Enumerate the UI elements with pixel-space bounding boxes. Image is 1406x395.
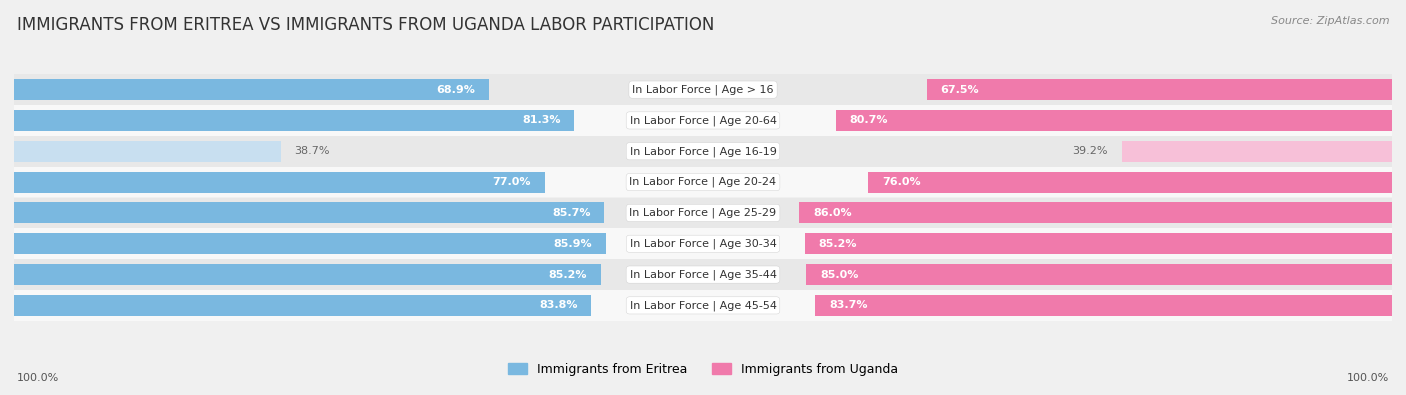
Text: Source: ZipAtlas.com: Source: ZipAtlas.com (1271, 16, 1389, 26)
Bar (14, 79, 489, 100)
Bar (14, 228, 1392, 259)
Text: IMMIGRANTS FROM ERITREA VS IMMIGRANTS FROM UGANDA LABOR PARTICIPATION: IMMIGRANTS FROM ERITREA VS IMMIGRANTS FR… (17, 16, 714, 34)
Text: 85.0%: 85.0% (820, 269, 859, 280)
Text: 83.7%: 83.7% (830, 301, 868, 310)
Text: 38.7%: 38.7% (294, 146, 330, 156)
Text: 85.2%: 85.2% (548, 269, 588, 280)
Bar (14, 171, 544, 193)
Text: 100.0%: 100.0% (1347, 373, 1389, 383)
Text: 85.7%: 85.7% (553, 208, 591, 218)
Text: 67.5%: 67.5% (941, 85, 980, 94)
Text: 76.0%: 76.0% (882, 177, 921, 187)
Text: 77.0%: 77.0% (492, 177, 531, 187)
Text: In Labor Force | Age 16-19: In Labor Force | Age 16-19 (630, 146, 776, 156)
Bar (14, 141, 281, 162)
Text: In Labor Force | Age 35-44: In Labor Force | Age 35-44 (630, 269, 776, 280)
Text: 85.9%: 85.9% (554, 239, 592, 249)
Bar (1122, 141, 1392, 162)
Legend: Immigrants from Eritrea, Immigrants from Uganda: Immigrants from Eritrea, Immigrants from… (503, 358, 903, 381)
Text: 86.0%: 86.0% (813, 208, 852, 218)
Text: In Labor Force | Age 45-54: In Labor Force | Age 45-54 (630, 300, 776, 310)
Bar (14, 136, 1392, 167)
Bar (14, 74, 1392, 105)
Text: 39.2%: 39.2% (1073, 146, 1108, 156)
Bar (815, 295, 1392, 316)
Bar (837, 110, 1392, 131)
Bar (927, 79, 1392, 100)
Text: In Labor Force | Age 20-64: In Labor Force | Age 20-64 (630, 115, 776, 126)
Bar (14, 233, 606, 254)
Bar (14, 290, 1392, 321)
Text: 85.2%: 85.2% (818, 239, 858, 249)
Text: 81.3%: 81.3% (522, 115, 561, 126)
Bar (869, 171, 1392, 193)
Bar (14, 167, 1392, 198)
Bar (800, 202, 1392, 224)
Bar (807, 264, 1392, 285)
Bar (14, 105, 1392, 136)
Text: In Labor Force | Age > 16: In Labor Force | Age > 16 (633, 85, 773, 95)
Text: In Labor Force | Age 30-34: In Labor Force | Age 30-34 (630, 239, 776, 249)
Bar (14, 198, 1392, 228)
Text: 83.8%: 83.8% (538, 301, 578, 310)
Bar (14, 295, 592, 316)
Bar (806, 233, 1392, 254)
Bar (14, 259, 1392, 290)
Bar (14, 110, 574, 131)
Text: 100.0%: 100.0% (17, 373, 59, 383)
Bar (14, 202, 605, 224)
Text: 68.9%: 68.9% (436, 85, 475, 94)
Text: In Labor Force | Age 25-29: In Labor Force | Age 25-29 (630, 208, 776, 218)
Bar (14, 264, 600, 285)
Text: In Labor Force | Age 20-24: In Labor Force | Age 20-24 (630, 177, 776, 187)
Text: 80.7%: 80.7% (849, 115, 889, 126)
